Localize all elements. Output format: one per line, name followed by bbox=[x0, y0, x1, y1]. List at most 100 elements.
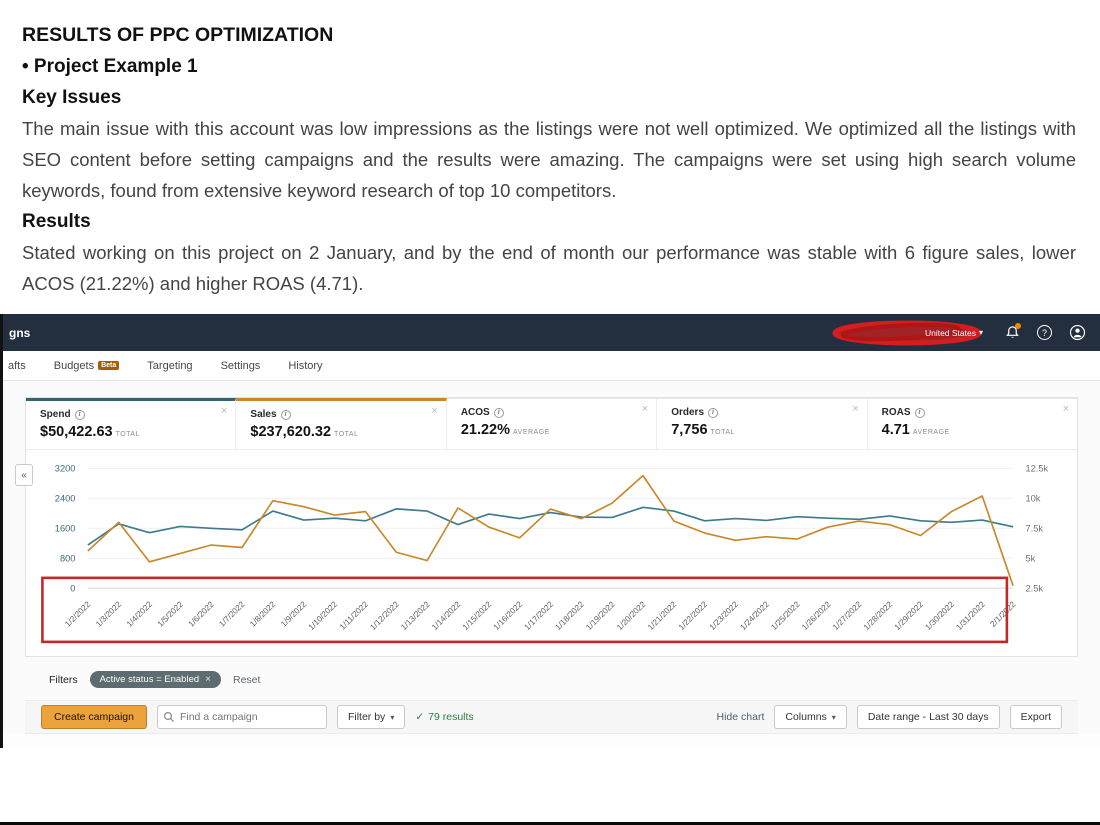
svg-text:1/12/2022: 1/12/2022 bbox=[368, 599, 401, 632]
navbar-right-group: United States ▾ ? bbox=[829, 320, 1100, 346]
check-icon: ✓ bbox=[415, 711, 425, 724]
svg-text:1/14/2022: 1/14/2022 bbox=[430, 599, 463, 632]
close-icon[interactable]: × bbox=[220, 405, 228, 417]
tab-history[interactable]: History bbox=[288, 360, 322, 372]
region-selector[interactable]: United States ▾ bbox=[925, 328, 983, 338]
key-issues-paragraph: The main issue with this account was low… bbox=[22, 118, 1076, 201]
create-campaign-button[interactable]: Create campaign bbox=[41, 705, 147, 730]
columns-dropdown[interactable]: Columns ▾ bbox=[774, 705, 847, 730]
filter-by-dropdown[interactable]: Filter by ▾ bbox=[336, 705, 406, 730]
metric-value: $237,620.32 bbox=[250, 424, 332, 440]
close-icon[interactable]: × bbox=[1062, 403, 1070, 415]
metric-card[interactable]: Sales i × $237,620.32 TOTAL bbox=[236, 398, 447, 449]
svg-text:1/31/2022: 1/31/2022 bbox=[954, 599, 987, 632]
date-range-button[interactable]: Date range - Last 30 days bbox=[856, 705, 1000, 730]
svg-text:1/21/2022: 1/21/2022 bbox=[646, 599, 679, 632]
info-icon[interactable]: i bbox=[280, 409, 291, 420]
tab-settings-label: Settings bbox=[220, 359, 261, 372]
close-icon[interactable]: × bbox=[852, 403, 859, 415]
svg-text:1600: 1600 bbox=[55, 523, 76, 533]
filter-pill-active-status[interactable]: Active status = Enabled × bbox=[89, 671, 221, 689]
performance-chart: 0 2.5k 800 5k 1600 7.5k 2400 10k 3200 12.5k 1/2/20… bbox=[26, 450, 1077, 656]
svg-text:1/10/2022: 1/10/2022 bbox=[307, 599, 340, 632]
close-icon[interactable]: × bbox=[431, 405, 438, 417]
metric-suffix: TOTAL bbox=[334, 431, 359, 438]
metric-suffix: TOTAL bbox=[115, 431, 140, 438]
tab-targeting[interactable]: Targeting bbox=[147, 360, 192, 372]
svg-text:0: 0 bbox=[70, 583, 75, 593]
metric-label: Spend bbox=[40, 409, 71, 420]
export-button[interactable]: Export bbox=[1009, 705, 1062, 730]
slide-text: RESULTS OF PPC OPTIMIZATION • Project Ex… bbox=[0, 0, 1100, 299]
question-glyph: ? bbox=[1041, 327, 1047, 338]
metric-card[interactable]: ROAS i × 4.71 AVERAGE bbox=[867, 398, 1078, 449]
reset-filters-link[interactable]: Reset bbox=[232, 673, 261, 686]
metric-card[interactable]: ACOS i × 21.22% AVERAGE bbox=[446, 398, 658, 449]
hide-chart-link[interactable]: Hide chart bbox=[716, 711, 765, 724]
collapse-panel-button[interactable]: « bbox=[15, 464, 33, 486]
svg-text:1/7/2022: 1/7/2022 bbox=[217, 599, 246, 628]
tab-budgets[interactable]: Budgets Beta bbox=[54, 360, 120, 372]
svg-text:1/4/2022: 1/4/2022 bbox=[125, 599, 154, 628]
info-icon[interactable]: i bbox=[914, 407, 925, 418]
svg-text:1/24/2022: 1/24/2022 bbox=[739, 599, 772, 632]
tab-drafts[interactable]: afts bbox=[8, 360, 26, 372]
metric-value: 4.71 bbox=[881, 422, 910, 438]
redaction-scribble-drawing bbox=[832, 320, 982, 345]
campaign-manager-screenshot: gns United States ▾ bbox=[0, 314, 1100, 749]
svg-text:1/8/2022: 1/8/2022 bbox=[248, 599, 277, 628]
metric-card[interactable]: Spend i × $50,422.63 TOTAL bbox=[26, 398, 237, 449]
key-issues-heading: Key Issues bbox=[22, 87, 122, 108]
metric-label: Sales bbox=[250, 409, 277, 420]
info-icon[interactable]: i bbox=[708, 407, 719, 418]
svg-text:2400: 2400 bbox=[55, 493, 76, 503]
metric-card[interactable]: Orders i × 7,756 TOTAL bbox=[657, 398, 868, 449]
svg-text:1/11/2022: 1/11/2022 bbox=[338, 599, 370, 631]
tab-targeting-label: Targeting bbox=[147, 359, 193, 372]
search-icon bbox=[163, 712, 174, 723]
info-icon[interactable]: i bbox=[74, 409, 85, 420]
tab-settings[interactable]: Settings bbox=[221, 360, 261, 372]
svg-text:1/2/2022: 1/2/2022 bbox=[63, 599, 92, 628]
remove-filter-icon[interactable]: × bbox=[205, 674, 211, 686]
person-glyph bbox=[1069, 324, 1085, 341]
results-paragraph: Stated working on this project on 2 Janu… bbox=[22, 242, 1076, 294]
campaign-search bbox=[156, 705, 327, 730]
account-icon[interactable] bbox=[1068, 324, 1086, 342]
svg-text:1/13/2022: 1/13/2022 bbox=[399, 599, 432, 632]
search-input[interactable] bbox=[156, 705, 327, 730]
svg-text:800: 800 bbox=[60, 553, 76, 563]
metric-cards-row: Spend i × $50,422.63 TOTAL Sales i × $237,6… bbox=[26, 398, 1078, 450]
chevron-down-icon: ▾ bbox=[831, 712, 836, 722]
columns-label: Columns bbox=[785, 711, 827, 724]
svg-text:1/6/2022: 1/6/2022 bbox=[187, 599, 216, 628]
svg-text:1/26/2022: 1/26/2022 bbox=[800, 599, 833, 632]
project-example-heading: • Project Example 1 bbox=[22, 56, 198, 77]
svg-text:1/17/2022: 1/17/2022 bbox=[523, 599, 556, 632]
metric-suffix: AVERAGE bbox=[912, 429, 950, 436]
chevron-down-icon: ▾ bbox=[390, 712, 395, 722]
metric-label: Orders bbox=[671, 407, 705, 418]
svg-text:1/22/2022: 1/22/2022 bbox=[677, 599, 710, 632]
notification-dot bbox=[1015, 322, 1021, 329]
results-count-label: 79 results bbox=[428, 711, 474, 724]
tab-budgets-label: Budgets bbox=[53, 359, 95, 372]
svg-text:1/5/2022: 1/5/2022 bbox=[156, 599, 185, 628]
svg-text:3200: 3200 bbox=[55, 463, 76, 473]
svg-text:12.5k: 12.5k bbox=[1025, 463, 1048, 473]
beta-badge: Beta bbox=[98, 361, 120, 370]
annotation-red-box bbox=[41, 576, 1009, 644]
metric-value: 7,756 bbox=[671, 422, 708, 438]
svg-text:1/19/2022: 1/19/2022 bbox=[584, 599, 617, 632]
svg-text:1/25/2022: 1/25/2022 bbox=[769, 599, 802, 632]
filters-row: Filters Active status = Enabled × Reset bbox=[49, 671, 1054, 689]
bell-icon[interactable] bbox=[1003, 322, 1021, 342]
help-icon[interactable]: ? bbox=[1037, 325, 1052, 340]
svg-text:1/15/2022: 1/15/2022 bbox=[461, 599, 494, 632]
close-icon[interactable]: × bbox=[641, 403, 649, 415]
metric-label: ROAS bbox=[881, 407, 911, 418]
metrics-and-chart-panel: « Spend i × $50,422.63 TOTAL Sales i × $237… bbox=[15, 397, 1078, 658]
campaign-content: « Spend i × $50,422.63 TOTAL Sales i × $237… bbox=[3, 381, 1100, 735]
info-icon[interactable]: i bbox=[493, 407, 504, 418]
